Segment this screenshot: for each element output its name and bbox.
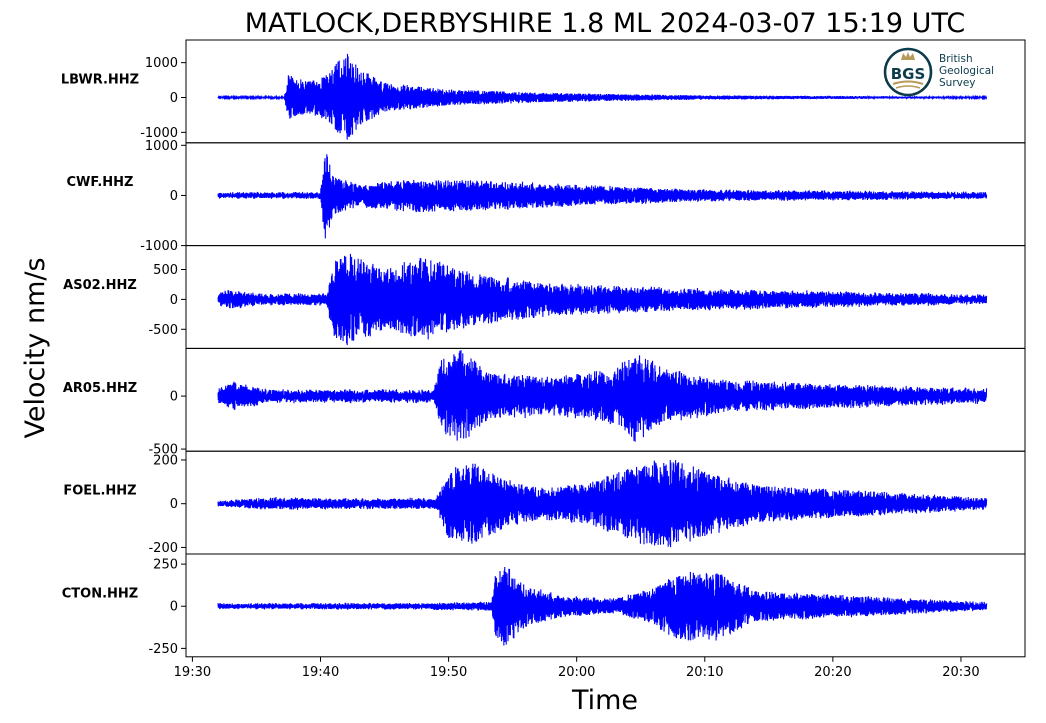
x-tick-label: 19:40 [302, 665, 339, 680]
y-tick-label: 200 [153, 453, 178, 468]
x-tick-label: 19:50 [430, 665, 467, 680]
y-tick-label: 0 [170, 293, 178, 308]
bgs-logo-monogram: BGS [891, 65, 926, 83]
y-tick-label: 1000 [145, 56, 178, 71]
trace-panel: FOEL.HHZ 200 0 -200 [63, 450, 1026, 556]
station-label: LBWR.HHZ [61, 72, 139, 87]
waveform-trace [217, 154, 988, 239]
x-tick-label: 20:00 [558, 665, 595, 680]
station-label: CWF.HHZ [67, 175, 134, 190]
bgs-logo-text-line-1: British [939, 53, 973, 65]
trace-panel: AS02.HHZ 500 0 -500 [63, 245, 1026, 349]
trace-panels: LBWR.HHZ10000-1000CWF.HHZ10000-1000AS02.… [61, 39, 1026, 658]
y-tick-label: -1000 [140, 126, 178, 141]
chart-title: MATLOCK,DERBYSHIRE 1.8 ML 2024-03-07 15:… [245, 8, 965, 39]
trace-panel: AR05.HHZ 0 -500 [63, 347, 1026, 458]
waveform-trace [217, 459, 988, 548]
y-tick-label: 500 [153, 263, 178, 278]
waveform-trace [217, 350, 988, 442]
station-label: FOEL.HHZ [63, 484, 136, 499]
y-tick-label: 0 [170, 390, 178, 405]
x-tick-label: 20:10 [686, 665, 723, 680]
trace-panel: CWF.HHZ 1000 0 -1000 [67, 139, 1026, 254]
y-axis-label: Velocity nm/s [20, 257, 51, 438]
bgs-logo-text-line-3: Survey [939, 77, 976, 89]
x-axis-label: Time [571, 685, 638, 716]
y-tick-label: -500 [148, 443, 178, 458]
x-tick-label: 20:20 [814, 665, 851, 680]
station-label: AR05.HHZ [63, 381, 137, 396]
y-tick-label: 1000 [145, 139, 178, 154]
y-tick-label: 0 [170, 600, 178, 615]
bgs-logo-wave-icon [895, 85, 921, 89]
waveform-trace [217, 253, 988, 346]
y-tick-label: -200 [148, 541, 178, 556]
y-tick-label: 0 [170, 91, 178, 106]
y-tick-label: 250 [153, 558, 178, 573]
y-tick-label: 0 [170, 497, 178, 512]
y-tick-label: -1000 [140, 239, 178, 254]
y-tick-label: -250 [148, 642, 178, 657]
x-tick-label: 20:30 [942, 665, 979, 680]
panel-frame [185, 553, 1026, 658]
waveform-trace [217, 567, 988, 646]
bgs-logo-crown-icon [901, 52, 915, 60]
bgs-logo-text-line-2: Geological [939, 65, 994, 77]
station-label: AS02.HHZ [63, 278, 137, 293]
y-tick-label: -500 [148, 323, 178, 338]
trace-panel: CTON.HHZ 250 0 -250 [62, 553, 1026, 658]
bgs-logo-wave-icon [892, 80, 924, 85]
waveform-trace [217, 53, 988, 140]
x-axis: 19:30 19:40 19:50 20:00 20:10 20:20 20:30 [174, 656, 980, 680]
trace-panel: LBWR.HHZ 1000 0 -1000 [61, 39, 1026, 144]
y-tick-label: 0 [170, 189, 178, 204]
bgs-logo: BGS British Geological Survey [883, 47, 994, 97]
station-label: CTON.HHZ [62, 586, 138, 601]
x-tick-label: 19:30 [174, 665, 211, 680]
